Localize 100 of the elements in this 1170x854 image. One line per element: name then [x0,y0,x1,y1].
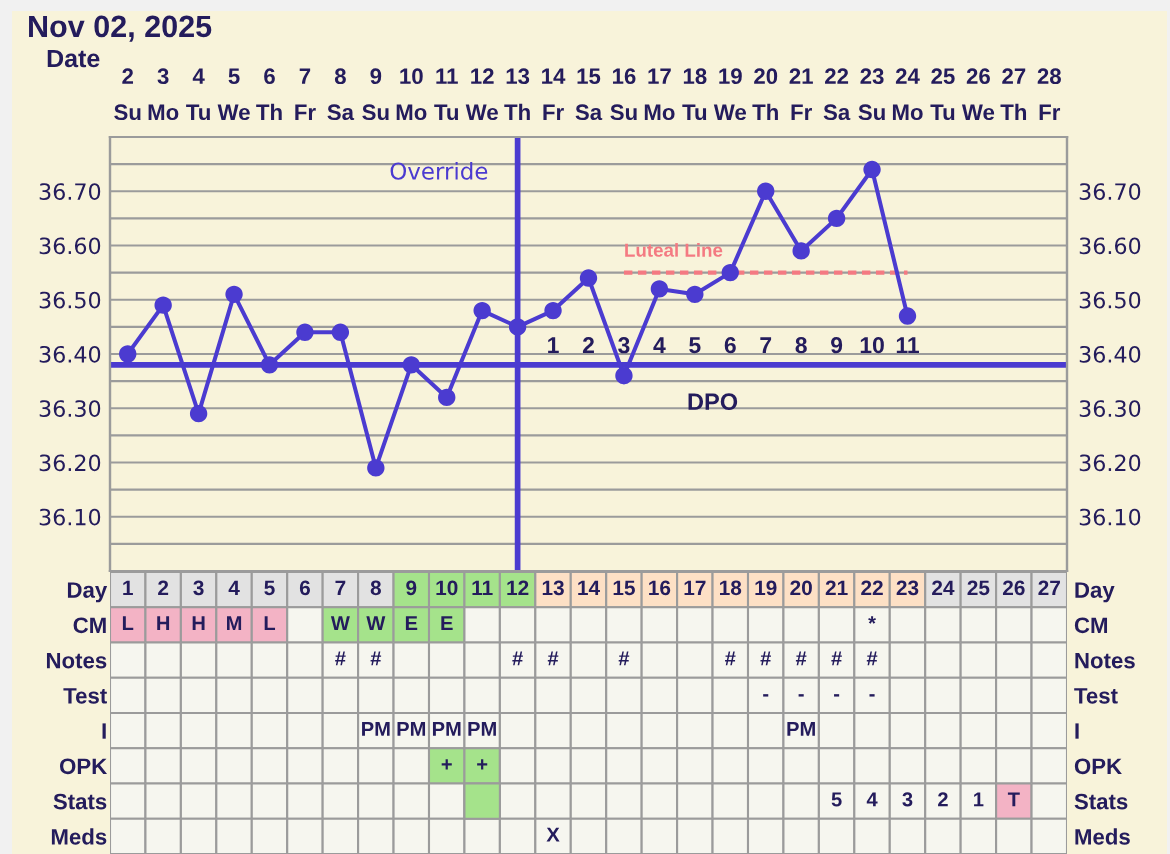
y2-tick-label: Notes [1075,652,1135,669]
y2-tick-label: Day [1075,582,1115,603]
x-tick-label: 11 Tu [434,68,459,121]
point [367,459,385,477]
text: 2 [938,792,948,807]
text: E [441,616,453,631]
y-tick-label: I [102,723,106,739]
x2-tick-label: 8 [795,337,807,354]
x2-tick-label: 6 [724,337,736,354]
x-tick-label: 7 Fr [295,68,316,120]
text: # [866,651,878,666]
point [154,296,172,314]
text: L [264,616,276,631]
point [438,388,456,407]
x-tick-label: 8 Sa [327,68,355,121]
y2-tick-label: 36.30 [1079,400,1141,418]
point [757,182,775,200]
y2-tick-label: Stats [1074,793,1128,810]
text: 4 [228,580,240,596]
text: 9 [406,580,417,596]
text: # [547,651,559,666]
text: 19 [755,580,777,596]
point [827,209,846,228]
ref-line-label: Override [390,162,488,180]
x-tick-label: 10 Mo [396,68,427,121]
y-tick-label: 36.30 [39,400,101,418]
text: 1 [974,792,984,807]
text: 8 [370,580,381,596]
y2-tick-label: Test [1074,688,1118,704]
text: 27 [1038,580,1060,596]
x-tick-label: 18 Tu [682,68,707,121]
x2-tick-label: 4 [653,337,666,354]
x-tick-label: 26 We [961,68,995,121]
x2-axis-title: DPO [688,393,738,411]
text: 2 [158,580,169,596]
y2-tick-label: I [1075,723,1079,739]
text: L [122,616,134,631]
x-tick-label: 24 Mo [892,68,923,121]
x-tick-label: 9 Su [362,68,389,121]
point [331,323,350,341]
text: 18 [720,580,742,596]
text: - [869,694,875,697]
point [579,269,598,287]
text: # [725,651,736,666]
text: M [227,616,242,631]
point [402,356,420,374]
text: # [760,651,771,666]
text: 22 [861,580,883,596]
text: PM [362,721,390,736]
text: H [192,616,205,631]
text: # [335,651,346,666]
x-tick-label: 27 Th [1000,68,1027,120]
x-tick-label: 2 Su [114,68,141,121]
text: # [370,651,382,666]
y-tick-label: 36.50 [39,291,101,309]
point [225,285,243,304]
text: # [831,651,842,666]
point [260,356,279,374]
y-tick-label: Test [63,688,107,704]
y2-tick-label: 36.40 [1079,345,1141,363]
text: 16 [649,580,671,596]
text: + [477,759,488,770]
text: 4 [866,792,878,807]
point [863,160,881,179]
point [650,280,669,298]
x-tick-label: 5 We [217,68,250,121]
text: 13 [542,580,564,596]
text: PM [787,721,815,736]
point [508,318,527,336]
x2-tick-label: 5 [689,337,701,354]
y-tick-label: OPK [59,758,108,775]
x-tick-label: 20 Th [752,68,778,120]
text: 5 [831,792,842,807]
text: T [1007,792,1020,807]
point [473,301,491,320]
x-tick-label: 16 Su [610,68,637,121]
point [296,323,314,341]
text: 23 [896,580,919,596]
text: PM [468,721,496,736]
text: * [868,616,876,624]
text: 7 [335,580,346,596]
text: - [798,694,804,697]
point [544,301,562,320]
y2-tick-label: 36.20 [1079,454,1141,472]
y-tick-label: 36.20 [39,454,101,472]
y-tick-label: 36.40 [39,345,101,363]
text: W [366,616,386,631]
text: PM [432,721,461,736]
point [686,285,704,304]
point [898,307,917,325]
point [721,263,739,282]
y-tick-label: Notes [46,652,107,669]
x2-tick-label: 2 [582,337,594,354]
text: 20 [790,580,812,596]
text: E [405,616,418,631]
text: 1 [123,580,133,596]
x-tick-label: 4 Tu [186,68,210,121]
text: 24 [932,580,955,596]
text: 14 [578,580,600,596]
text: # [618,651,630,666]
